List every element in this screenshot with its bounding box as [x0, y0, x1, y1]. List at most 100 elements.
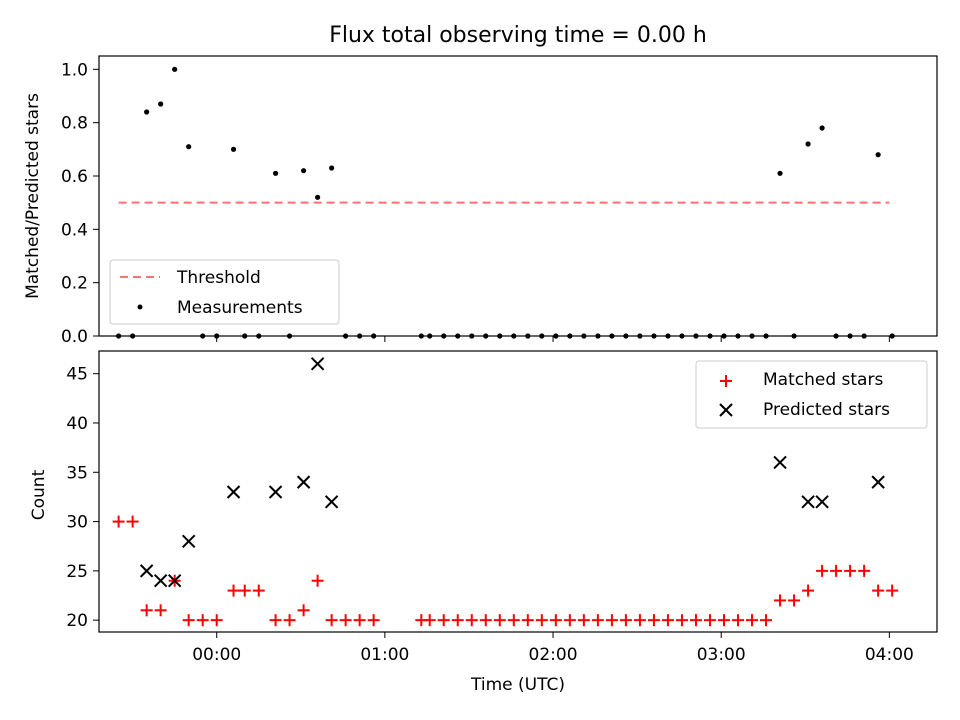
predicted-star-stroke-b: [153, 574, 168, 588]
matched-star-marker: [238, 584, 251, 597]
bottom-y-tick-label: 30: [66, 513, 88, 533]
matched-star-marker: [774, 594, 787, 607]
predicted-star-marker: [310, 357, 325, 371]
matched-star-marker: [886, 584, 899, 597]
matched-star-marker: [154, 604, 167, 617]
x-tick-label: 02:00: [529, 645, 578, 665]
bottom-y-tick-label: 20: [66, 611, 88, 631]
predicted-star-marker: [815, 495, 829, 509]
predicted-star-stroke-b: [139, 564, 154, 578]
top-y-tick-label: 1.0: [61, 60, 88, 80]
measurement-point: [144, 109, 150, 115]
matched-star-marker: [872, 584, 885, 597]
matched-star-marker: [717, 614, 730, 627]
top-y-tick-label: 0.2: [61, 274, 88, 294]
matched-star-marker: [182, 614, 195, 627]
measurement-point: [230, 146, 237, 152]
matched-star-marker: [423, 614, 436, 627]
measurement-point: [819, 125, 825, 131]
top-legend-box: [109, 259, 340, 325]
predicted-star-marker: [324, 495, 339, 509]
matched-star-marker: [283, 614, 296, 627]
predicted-star-stroke-b: [773, 455, 787, 470]
predicted-star-stroke-b: [310, 357, 325, 371]
matched-star-marker: [269, 614, 282, 627]
matched-star-marker: [367, 614, 380, 627]
matched-star-marker: [647, 614, 660, 627]
predicted-star-marker: [871, 475, 885, 489]
matched-star-marker: [675, 614, 688, 627]
predicted-star-stroke-b: [324, 495, 339, 509]
top-y-tick-label: 0.8: [61, 114, 88, 134]
measurement-point: [777, 170, 783, 176]
matched-star-marker: [521, 614, 534, 627]
predicted-star-marker: [268, 485, 283, 499]
matched-star-marker: [465, 614, 478, 627]
bottom-y-tick-label: 40: [66, 414, 88, 434]
top-y-tick-label: 0.0: [61, 327, 88, 347]
matched-star-marker: [591, 614, 604, 627]
matched-star-marker: [549, 614, 562, 627]
top-y-tick-label: 0.4: [61, 220, 88, 240]
matched-star-marker: [746, 614, 759, 627]
matched-star-marker: [140, 604, 153, 617]
matched-star-marker: [196, 614, 209, 627]
matched-star-marker: [858, 564, 871, 577]
legend-matched-swatch: [720, 375, 732, 387]
matched-star-marker: [816, 564, 829, 577]
top-plot-area: 0.0 0.2 0.4 0.6 0.8 1.0: [61, 60, 895, 347]
matched-star-marker: [325, 614, 338, 627]
matched-star-marker: [126, 515, 139, 528]
measurement-point: [875, 152, 881, 158]
matched-star-marker: [227, 584, 240, 597]
matched-star-marker: [633, 614, 646, 627]
legend-matched-label: Matched stars: [763, 370, 883, 390]
matched-star-marker: [619, 614, 632, 627]
predicted-star-marker: [226, 485, 241, 499]
matched-star-marker: [535, 614, 548, 627]
matched-star-marker: [830, 564, 843, 577]
bottom-legend: Matched stars Predicted stars: [695, 360, 928, 429]
predicted-star-marker: [167, 574, 182, 588]
bottom-y-axis-label: Count: [29, 469, 49, 520]
measurement-point: [186, 144, 192, 150]
measurement-point: [329, 165, 335, 171]
bottom-y-tick-label: 35: [66, 463, 88, 483]
measurement-point: [300, 168, 307, 174]
matched-star-marker: [507, 614, 520, 627]
top-y-axis-label: Matched/Predicted stars: [23, 93, 43, 299]
matched-star-marker: [493, 614, 506, 627]
predicted-star-marker: [296, 475, 311, 489]
legend-measurements-swatch: [137, 304, 143, 310]
matched-star-marker: [703, 614, 716, 627]
matched-star-marker: [732, 614, 745, 627]
matched-star-marker: [689, 614, 702, 627]
predicted-star-stroke-b: [226, 485, 241, 499]
bottom-y-tick-label: 45: [66, 365, 88, 385]
measurement-point: [172, 66, 178, 72]
matched-star-marker: [437, 614, 450, 627]
matched-star-marker: [339, 614, 352, 627]
predicted-star-stroke-b: [268, 485, 283, 499]
predicted-star-stroke-b: [871, 475, 885, 489]
matched-star-marker: [451, 614, 464, 627]
predicted-star-marker: [153, 574, 168, 588]
matched-star-marker: [252, 584, 265, 597]
predicted-star-marker: [801, 495, 815, 509]
predicted-star-stroke-b: [296, 475, 311, 489]
legend-predicted-label: Predicted stars: [763, 400, 890, 420]
matched-star-marker: [788, 594, 801, 607]
top-plot-frame: [98, 55, 938, 337]
matched-star-marker: [112, 515, 125, 528]
predicted-star-marker: [139, 564, 154, 578]
top-y-tick-label: 0.6: [61, 167, 88, 187]
matched-star-marker: [844, 564, 857, 577]
matched-star-marker: [577, 614, 590, 627]
predicted-star-stroke-b: [815, 495, 829, 509]
predicted-star-marker: [773, 455, 787, 470]
measurement-point: [272, 170, 279, 176]
matched-star-marker: [563, 614, 576, 627]
matched-star-marker: [297, 604, 310, 617]
bottom-plot-frame: [98, 350, 938, 633]
bottom-y-tick-label: 25: [66, 562, 88, 582]
